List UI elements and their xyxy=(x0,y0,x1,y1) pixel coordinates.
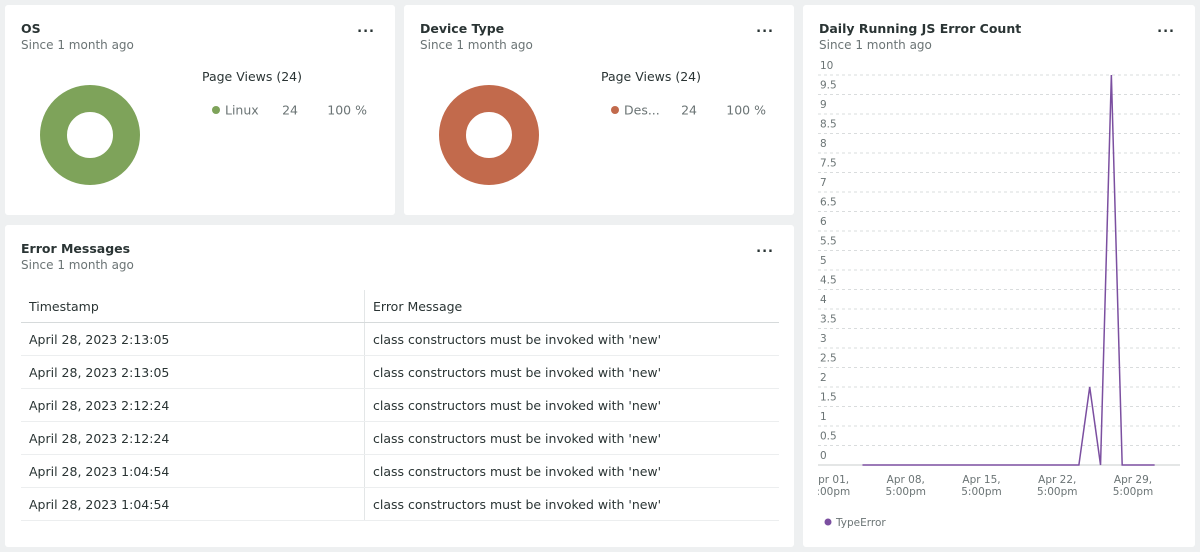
table-cell: class constructors must be invoked with … xyxy=(364,454,779,488)
legend-title: Page Views (24) xyxy=(601,69,701,84)
y-tick-label: 4 xyxy=(820,294,827,306)
y-tick-label: 5.5 xyxy=(820,236,837,248)
y-tick-label: 8.5 xyxy=(820,119,837,131)
donut-slice xyxy=(439,85,539,185)
y-tick-label: 9 xyxy=(820,99,827,111)
legend-dot xyxy=(212,106,220,114)
y-tick-label: 8 xyxy=(820,138,827,150)
legend-name: Des... xyxy=(624,103,660,118)
table-row: April 28, 2023 2:12:24 class constructors… xyxy=(21,421,779,455)
os-panel: OS Since 1 month ago ... Linux 24 100 % Pag… xyxy=(5,5,395,215)
x-tick-label: Apr 29, 5:00pm xyxy=(1113,474,1153,498)
panel-title: Error Messages xyxy=(21,241,131,256)
y-tick-label: 4.5 xyxy=(820,275,837,287)
table-cell: class constructors must be invoked with … xyxy=(364,487,779,521)
errors-panel: Error Messages Since 1 month ago ... Tim… xyxy=(5,225,794,547)
y-tick-label: 0.5 xyxy=(820,431,837,443)
y-tick-label: 7 xyxy=(820,177,827,189)
table-cell: April 28, 2023 1:04:54 xyxy=(21,487,365,521)
x-tick-label: Apr 22, 5:00pm xyxy=(1037,474,1077,498)
y-tick-label: 5 xyxy=(820,255,827,267)
panel-subtitle: Since 1 month ago xyxy=(21,38,134,52)
legend-label: TypeError xyxy=(835,517,886,529)
table-row: April 28, 2023 2:13:05 class constructors… xyxy=(21,355,779,389)
table-cell: April 28, 2023 2:13:05 xyxy=(21,355,365,389)
panel-title: OS xyxy=(21,21,41,36)
panel-subtitle: Since 1 month ago xyxy=(819,38,932,52)
legend-value: 24 xyxy=(282,103,298,118)
table-cell: class constructors must be invoked with … xyxy=(364,322,779,356)
legend-name: Linux xyxy=(225,103,259,118)
y-tick-label: 9.5 xyxy=(820,80,837,92)
table-cell: April 28, 2023 2:13:05 xyxy=(21,322,365,356)
table-cell: class constructors must be invoked with … xyxy=(364,355,779,389)
table-row: April 28, 2023 1:04:54 class constructors… xyxy=(21,454,779,488)
x-tick-label: Apr 01, 5:00pm xyxy=(810,474,850,498)
y-tick-label: 7.5 xyxy=(820,158,837,170)
y-tick-label: 0 xyxy=(820,450,827,462)
table-cell: April 28, 2023 1:04:54 xyxy=(21,454,365,488)
device-panel: Device Type Since 1 month ago ... Des...… xyxy=(404,5,794,215)
y-tick-label: 10 xyxy=(820,60,833,72)
y-tick-label: 1.5 xyxy=(820,392,837,404)
y-tick-label: 6 xyxy=(820,216,827,228)
panel-title: Daily Running JS Error Count xyxy=(819,21,1022,36)
panel-menu[interactable]: ... xyxy=(756,241,774,256)
y-tick-label: 6.5 xyxy=(820,197,837,209)
x-tick-label: Apr 15, 5:00pm xyxy=(961,474,1001,498)
y-tick-label: 2.5 xyxy=(820,353,837,365)
donut-chart: Des... 24 100 % Page Views (24) xyxy=(439,69,766,185)
panel-menu[interactable]: ... xyxy=(357,21,375,36)
panel-menu[interactable]: ... xyxy=(1157,21,1175,36)
x-tick-label: Apr 08, 5:00pm xyxy=(886,474,926,498)
legend-title: Page Views (24) xyxy=(202,69,302,84)
panel-subtitle: Since 1 month ago xyxy=(420,38,533,52)
donut-slice xyxy=(40,85,140,185)
table-row: April 28, 2023 1:04:54 class constructors… xyxy=(21,487,779,521)
series-line xyxy=(862,74,1155,466)
table-row: April 28, 2023 2:13:05 class constructors… xyxy=(21,322,779,356)
panel-menu[interactable]: ... xyxy=(756,21,774,36)
y-tick-label: 3 xyxy=(820,333,827,345)
panel-title: Device Type xyxy=(420,21,505,36)
legend-value: 24 xyxy=(681,103,697,118)
y-tick-label: 1 xyxy=(820,411,827,423)
js-errors-panel: Daily Running JS Error Count Since 1 mon… xyxy=(803,5,1195,547)
column-header: Timestamp xyxy=(21,290,365,323)
error-table: Timestamp Error Message April 28, 2023 2:1… xyxy=(21,290,779,521)
table-cell: class constructors must be invoked with … xyxy=(364,388,779,422)
y-tick-label: 3.5 xyxy=(820,314,837,326)
table-cell: April 28, 2023 2:12:24 xyxy=(21,388,365,422)
y-tick-label: 2 xyxy=(820,372,827,384)
column-header: Error Message xyxy=(364,290,779,323)
legend-dot xyxy=(611,106,619,114)
table-row: April 28, 2023 2:12:24 class constructors… xyxy=(21,388,779,422)
panel-subtitle: Since 1 month ago xyxy=(21,258,134,272)
legend-dot xyxy=(824,518,832,526)
table-cell: class constructors must be invoked with … xyxy=(364,421,779,455)
legend-share: 100 % xyxy=(327,103,367,118)
line-chart: 0 0.5 1 1.5 2 2.5 3 3.5 4 4.5 5 5.5 6 6.5 7 7.5 8 8.5 9 9.5… xyxy=(810,60,1180,529)
table-cell: April 28, 2023 2:12:24 xyxy=(21,421,365,455)
legend-share: 100 % xyxy=(726,103,766,118)
donut-chart: Linux 24 100 % Page Views (24) xyxy=(40,69,367,185)
